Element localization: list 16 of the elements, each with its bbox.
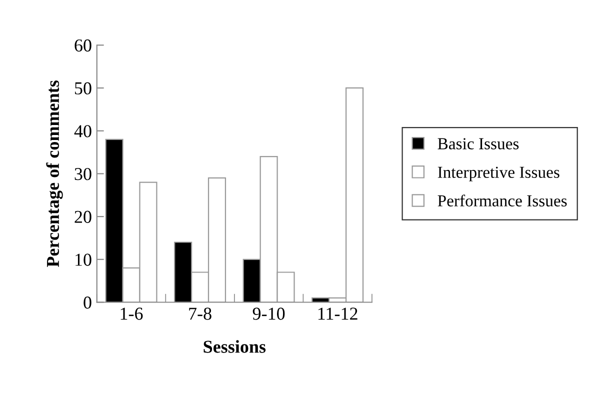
y-tick-label: 50 xyxy=(75,82,92,94)
y-axis-title: Percentage of comments xyxy=(46,80,63,267)
legend-label: Performance Issues xyxy=(438,194,567,206)
x-axis-title: Sessions xyxy=(204,340,266,353)
y-tick-label: 0 xyxy=(84,296,92,309)
legend-label: Interpretive Issues xyxy=(438,166,560,182)
legend-label: Basic Issues xyxy=(438,138,519,150)
x-tick-label: 9-10 xyxy=(252,308,285,320)
y-tick-label: 10 xyxy=(76,254,92,266)
y-tick-label: 20 xyxy=(74,210,92,223)
x-tick-label: 7-8 xyxy=(189,308,212,320)
x-tick-label: 1-6 xyxy=(120,308,143,320)
y-tick-label: 40 xyxy=(74,125,92,138)
y-tick-label: 30 xyxy=(74,168,92,180)
x-tick-label: 11-12 xyxy=(318,308,358,320)
y-tick-label: 60 xyxy=(74,39,92,52)
